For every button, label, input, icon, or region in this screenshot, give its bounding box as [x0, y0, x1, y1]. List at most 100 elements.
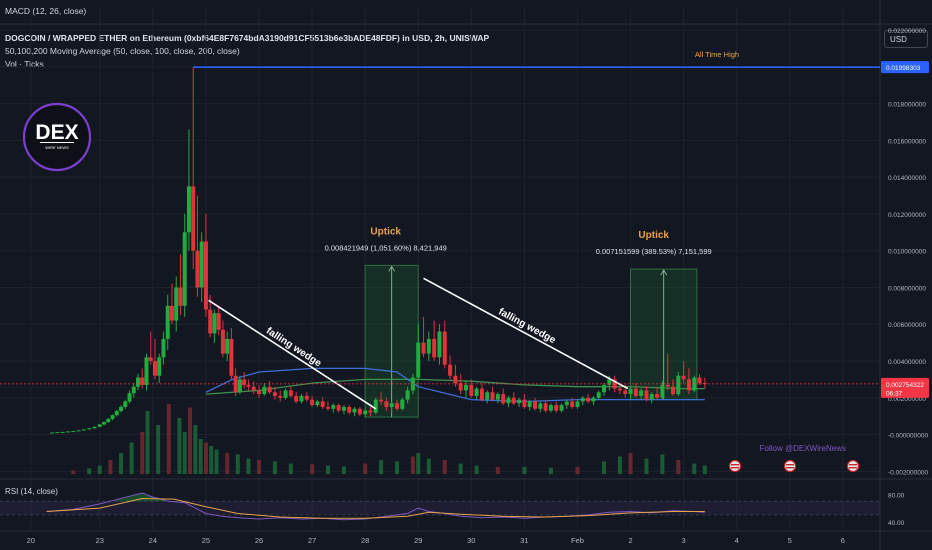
y-tick-label: 0.006000000 — [888, 322, 926, 329]
candle-body — [140, 377, 145, 385]
follow-text[interactable]: Follow @DEXWireNews — [760, 444, 846, 453]
y-tick-label: 0.008000000 — [888, 285, 926, 292]
candle-body — [522, 399, 527, 407]
candle-body — [697, 377, 702, 384]
logo-text: DEX — [35, 121, 78, 144]
candle-body — [257, 390, 262, 395]
y-tick-label: 0.022000000 — [888, 28, 926, 35]
moving-average-label[interactable]: 50,100,200 Moving Average (50, close, 10… — [5, 46, 240, 56]
candle-body — [671, 386, 676, 395]
y-tick-label: 0.012000000 — [888, 212, 926, 219]
candle-body — [161, 338, 166, 358]
volume-bar — [225, 453, 230, 474]
candle-body — [208, 309, 213, 334]
ath-price-text: 0.01998303 — [886, 65, 921, 72]
volume-bar — [660, 454, 665, 474]
candle-body — [548, 405, 553, 411]
uptick-detail: 0.008421949 (1,051.60%) 8,421,949 — [325, 243, 447, 252]
volume-label[interactable]: Vol · Ticks — [5, 59, 44, 69]
candle-body — [131, 386, 136, 394]
candle-body — [174, 287, 179, 321]
candle-body — [55, 432, 60, 434]
candle-body — [373, 399, 378, 413]
wedge-line — [423, 277, 629, 390]
wedge-label: falling wedge — [264, 326, 323, 370]
logo-ring — [22, 102, 92, 172]
candle-body — [586, 397, 591, 402]
candle-body — [538, 403, 543, 409]
candle-body — [639, 390, 644, 396]
candlesticks — [50, 67, 707, 434]
x-tick-label: 24 — [149, 536, 157, 545]
candle-body — [127, 393, 132, 402]
y-tick-label: 0.014000000 — [888, 175, 926, 182]
uptick-arrowhead — [660, 269, 668, 276]
volume-bar — [426, 458, 431, 474]
rsi-label: RSI (14, close) — [5, 487, 58, 496]
volume-bar — [288, 463, 293, 474]
volume-bar — [702, 465, 707, 474]
candle-body — [517, 399, 522, 404]
candle-body — [106, 418, 111, 423]
uptick-arrowhead — [388, 265, 396, 272]
volume-bar — [692, 463, 697, 474]
candle-body — [220, 329, 225, 354]
rsi-pane: RSI (14, close) 80.00 40.00 — [0, 487, 905, 527]
candle-body — [501, 394, 506, 404]
candle-body — [283, 390, 288, 398]
candle-body — [602, 384, 607, 393]
candle-body — [617, 388, 622, 391]
volume-bar — [310, 464, 315, 474]
candle-body — [395, 403, 400, 409]
volume-bar — [188, 407, 193, 474]
candle-body — [178, 287, 183, 306]
candle-body — [152, 361, 157, 376]
candle-body — [352, 408, 357, 413]
candle-body — [437, 331, 442, 358]
candle-body — [87, 428, 92, 430]
flag-icon — [846, 459, 860, 473]
candle-body — [596, 392, 601, 398]
volume-bar — [203, 442, 208, 474]
candle-body — [110, 415, 115, 419]
candle-body — [326, 406, 331, 409]
uptick-boxes: Uptick 0.008421949 (1,051.60%) 8,421,949 U… — [325, 226, 712, 418]
countdown-text: 06:37 — [886, 390, 903, 397]
candle-body — [195, 250, 200, 288]
volume-bar — [458, 463, 463, 474]
candle-body — [191, 186, 196, 251]
candle-body — [304, 395, 309, 400]
rsi-overbought-fill — [115, 493, 169, 502]
candle-body — [400, 399, 405, 409]
volume-bar — [145, 411, 150, 474]
candle-body — [416, 342, 421, 378]
x-tick-label: 3 — [682, 536, 686, 545]
candle-body — [246, 384, 251, 387]
ath-price-tag — [881, 61, 929, 74]
candle-body — [310, 399, 315, 406]
rsi-tick-label: 80.00 — [888, 492, 905, 499]
candle-body — [421, 342, 426, 354]
rsi-tick-label: 40.00 — [888, 520, 905, 527]
uptick-detail: 0.007151599 (389.53%) 7,151,599 — [596, 247, 712, 256]
candle-body — [363, 410, 368, 415]
candle-body — [233, 375, 238, 393]
volume-bar — [442, 460, 447, 474]
x-tick-label: 29 — [414, 536, 422, 545]
candle-body — [212, 313, 217, 334]
candle-body — [649, 394, 654, 400]
candle-body — [405, 390, 410, 400]
volume-bar — [71, 470, 76, 474]
candle-body — [580, 397, 585, 402]
candle-body — [203, 241, 208, 310]
candle-body — [464, 384, 469, 391]
volume-bars — [71, 404, 707, 474]
macd-indicator-label[interactable]: MACD (12, 26, close) — [5, 6, 87, 16]
candle-body — [607, 379, 612, 385]
candle-body — [442, 331, 447, 365]
candle-body — [341, 406, 346, 411]
candle-body — [628, 388, 633, 395]
currency-selector[interactable]: USD — [884, 30, 928, 48]
volume-bar — [193, 425, 198, 474]
